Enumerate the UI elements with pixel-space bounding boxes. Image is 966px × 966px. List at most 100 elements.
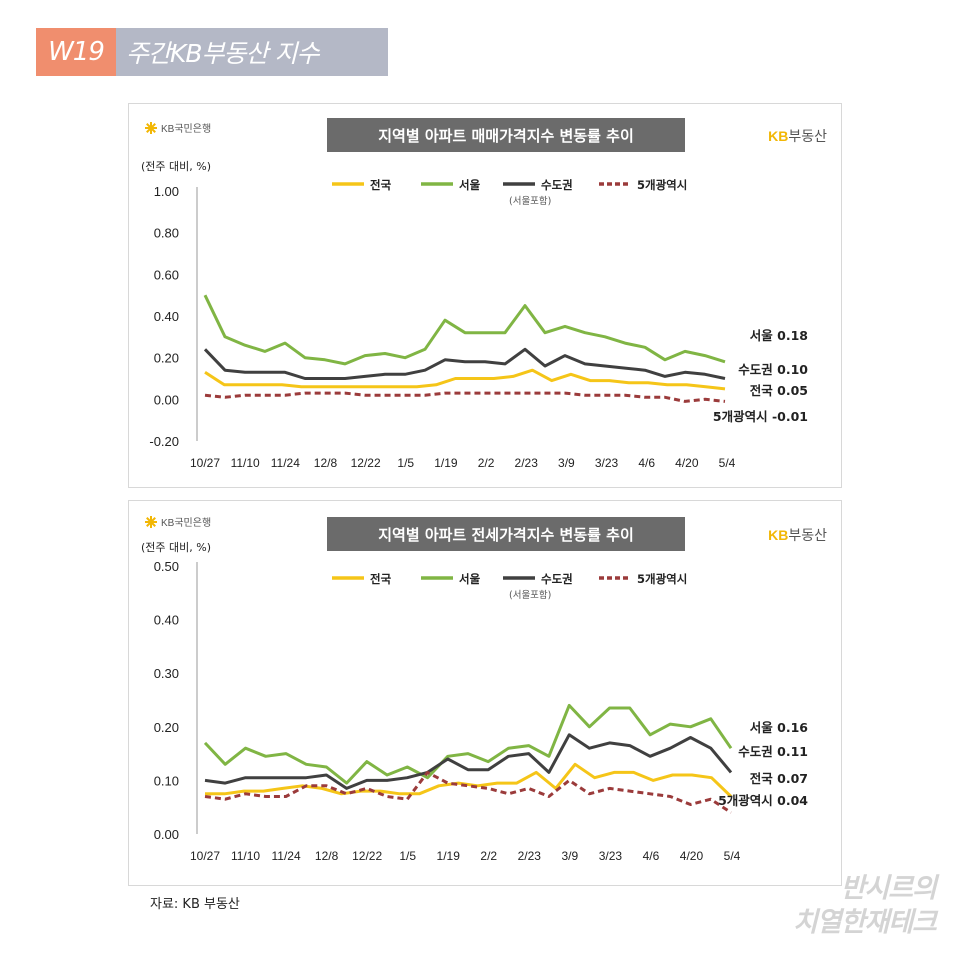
x-tick-label: 4/20 [680, 849, 704, 863]
page-header: W19 주간KB부동산 지수 [36, 28, 388, 76]
x-tick-label: 11/24 [272, 849, 301, 863]
y-tick-label: 0.00 [154, 392, 179, 407]
x-tick-label: 1/5 [397, 456, 414, 470]
series-line-national [204, 368, 726, 391]
y-tick-label: 0.20 [154, 351, 179, 366]
watermark: 반시르의 치열한재테크 [792, 872, 937, 940]
kb-realestate-logo-rest: 부동산 [788, 527, 827, 543]
y-tick-label: -0.20 [149, 434, 179, 449]
watermark-line2: 치열한재테크 [792, 907, 937, 938]
sales-price-chart-panel: KB국민은행 KB부동산 지역별 아파트 매매가격지수 변동률 추이 (전주 대비, … [128, 103, 842, 488]
legend-note: (서울포함) [509, 590, 551, 601]
legend-item: 전국 [332, 178, 392, 192]
kb-realestate-logo-rest: 부동산 [788, 128, 827, 144]
legend-label: 전국 [370, 178, 392, 192]
x-tick-label: 2/23 [515, 456, 539, 470]
kb-realestate-logo-kb: KB [768, 527, 788, 543]
x-tick-label: 1/19 [434, 456, 458, 470]
week-badge: W19 [36, 28, 116, 76]
legend-label: 서울 [459, 572, 481, 586]
x-tick-label: 10/27 [190, 849, 220, 863]
end-label-national: 전국 0.05 [750, 383, 808, 398]
y-tick-label: 0.30 [154, 666, 179, 681]
legend-item: 서울 [421, 178, 481, 192]
jeonse-price-chart-panel: KB국민은행 KB부동산 지역별 아파트 전세가격지수 변동률 추이 (전주 대비, … [128, 500, 842, 886]
series-line-capital [203, 347, 726, 380]
legend-item: 수도권 [503, 178, 573, 192]
x-tick-label: 1/19 [437, 849, 461, 863]
legend-label: 5개광역시 [637, 572, 687, 586]
x-tick-label: 11/10 [231, 849, 260, 863]
sales-price-chart: KB국민은행 KB부동산 지역별 아파트 매매가격지수 변동률 추이 (전주 대비, … [141, 118, 827, 470]
legend-label: 5개광역시 [637, 178, 687, 192]
y-tick-label: 0.80 [154, 226, 179, 241]
legend-item: 5개광역시 [599, 572, 687, 586]
legend-item: 5개광역시 [599, 178, 687, 192]
y-tick-label: 0.60 [154, 267, 179, 282]
series-line-national [205, 762, 733, 798]
x-tick-label: 2/23 [518, 849, 542, 863]
end-label-capital: 수도권 0.10 [738, 362, 808, 377]
end-label-national: 전국 0.07 [750, 771, 808, 786]
kb-star-ray [146, 517, 156, 527]
x-tick-label: 5/4 [724, 849, 741, 863]
y-tick-label: 0.10 [154, 773, 179, 788]
x-tick-label: 12/22 [352, 849, 382, 863]
x-tick-label: 4/6 [638, 456, 655, 470]
y-tick-label: 0.20 [154, 720, 179, 735]
y-tick-label: 0.40 [154, 613, 179, 628]
kb-star-icon [145, 516, 157, 528]
y-tick-label: 0.00 [154, 827, 179, 842]
x-tick-label: 2/2 [478, 456, 495, 470]
kb-bank-logo: KB국민은행 [161, 517, 211, 529]
legend-item: 전국 [332, 572, 392, 586]
x-tick-label: 5/4 [719, 456, 736, 470]
series-line-seoul [203, 703, 733, 785]
x-tick-label: 3/23 [595, 456, 619, 470]
end-label-metro5: 5개광역시 0.04 [718, 793, 808, 808]
series-line-capital [204, 733, 733, 790]
end-label-capital: 수도권 0.11 [738, 744, 808, 759]
legend-item: 서울 [421, 572, 481, 586]
series-line-metro5 [204, 391, 726, 403]
x-tick-label: 4/6 [643, 849, 660, 863]
kb-bank-logo: KB국민은행 [161, 123, 211, 135]
x-tick-label: 2/2 [480, 849, 497, 863]
x-tick-label: 12/8 [314, 456, 338, 470]
legend-label: 서울 [459, 178, 481, 192]
page-title: 주간KB부동산 지수 [116, 28, 388, 76]
legend-note: (서울포함) [509, 196, 551, 207]
chart-title-box [327, 517, 685, 551]
x-tick-label: 3/9 [558, 456, 575, 470]
kb-star-ray [146, 123, 156, 133]
end-label-seoul: 서울 0.18 [750, 328, 808, 343]
y-axis-label: (전주 대비, %) [141, 160, 211, 173]
source-note: 자료: KB 부동산 [150, 897, 240, 912]
legend-label: 수도권 [541, 178, 573, 192]
legend-label: 전국 [370, 572, 392, 586]
kb-star-icon [145, 122, 157, 134]
x-tick-label: 12/22 [351, 456, 381, 470]
x-tick-label: 1/5 [399, 849, 416, 863]
x-tick-label: 3/23 [599, 849, 623, 863]
watermark-line1: 반시르의 [840, 873, 937, 904]
end-label-metro5: 5개광역시 -0.01 [713, 409, 808, 424]
series-line-seoul [203, 294, 726, 366]
legend-item: 수도권 [503, 572, 573, 586]
chart-title-box [327, 118, 685, 152]
end-label-seoul: 서울 0.16 [750, 720, 808, 735]
x-tick-label: 11/10 [231, 456, 260, 470]
x-tick-label: 12/8 [315, 849, 339, 863]
legend-label: 수도권 [541, 572, 573, 586]
chart-title: 지역별 아파트 전세가격지수 변동률 추이 [378, 526, 634, 544]
y-tick-label: 0.40 [154, 309, 179, 324]
x-tick-label: 10/27 [190, 456, 220, 470]
kb-realestate-logo-kb: KB [768, 128, 788, 144]
x-tick-label: 4/20 [675, 456, 699, 470]
y-axis-label: (전주 대비, %) [141, 541, 211, 554]
y-tick-label: 1.00 [154, 184, 179, 199]
kb-realestate-logo: KB부동산 [768, 527, 827, 543]
chart-title: 지역별 아파트 매매가격지수 변동률 추이 [378, 127, 634, 145]
x-tick-label: 11/24 [271, 456, 300, 470]
jeonse-price-chart: KB국민은행 KB부동산 지역별 아파트 전세가격지수 변동률 추이 (전주 대비, … [141, 516, 827, 863]
